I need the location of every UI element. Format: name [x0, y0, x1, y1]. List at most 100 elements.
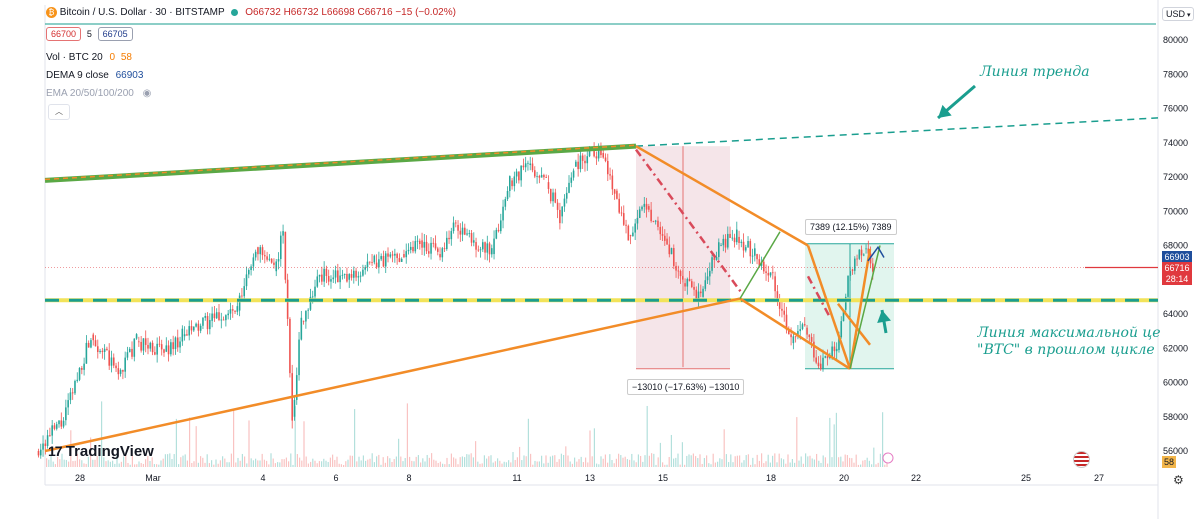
volume-bar [92, 459, 94, 467]
max-price-annotation-line2[interactable]: "BTC" в прошлом цикле [977, 342, 1155, 358]
candle-body [55, 424, 58, 429]
volume-bar [259, 460, 261, 467]
candle-body [167, 345, 170, 355]
rise-measure-label[interactable]: 7389 (12.15%) 7389 [805, 219, 897, 235]
candle-body [305, 310, 307, 322]
candle-body [323, 268, 325, 282]
candle-body [808, 334, 811, 338]
volume-bar [101, 401, 103, 467]
volume-bar [378, 454, 380, 467]
volume-bar [607, 462, 609, 467]
volume-bar [794, 462, 796, 467]
candle-body [675, 265, 677, 271]
rebound-line[interactable] [848, 248, 872, 370]
candle-body [577, 161, 579, 170]
candle-body [648, 206, 650, 210]
volume-bar [149, 460, 151, 467]
volume-bar [127, 462, 129, 467]
volume-bar [490, 455, 492, 467]
candle-body [394, 253, 396, 256]
volume-bar [266, 460, 268, 467]
volume-legend[interactable]: Vol · BTC 20 0 58 [46, 52, 132, 63]
settings-gear-icon[interactable]: ⚙ [1173, 473, 1184, 487]
volume-bar [756, 454, 758, 467]
drop-measure-label[interactable]: −13010 (−17.63%) −13010 [627, 379, 745, 395]
candle-body [543, 175, 545, 178]
candle-body [112, 357, 115, 366]
candle-body [407, 249, 410, 252]
candle-body [515, 171, 518, 177]
time-tick-label: 15 [658, 473, 668, 483]
volume-bar [307, 463, 309, 467]
volume-bar [886, 462, 888, 467]
candle-body [273, 262, 275, 265]
support-line[interactable] [44, 297, 741, 453]
tradingview-logo[interactable]: 17 TradingView [48, 443, 154, 460]
candle-body [318, 274, 321, 277]
volume-bar [455, 458, 457, 467]
candle-body [58, 420, 60, 425]
candle-body [810, 337, 813, 342]
volume-bar [576, 461, 578, 467]
volume-bar [545, 455, 547, 467]
currency-selector[interactable]: USD ▾ [1162, 7, 1195, 21]
volume-bar [703, 458, 705, 467]
candle-body [833, 346, 836, 352]
volume-bar [820, 462, 822, 467]
volume-bar [98, 455, 100, 467]
volume-bar [340, 464, 342, 467]
max-price-annotation-line1[interactable]: Линия максимальной цены [977, 325, 1160, 341]
dema-legend[interactable]: DEMA 9 close 66903 [46, 70, 143, 81]
candle-body [108, 350, 110, 366]
bar-countdown-label: 28:14 [1162, 274, 1192, 285]
lower-wedge-line[interactable] [739, 297, 851, 370]
candle-body [858, 249, 861, 259]
ask-price[interactable]: 66705 [97, 27, 133, 41]
volume-bar [257, 460, 259, 467]
volume-bar [873, 447, 875, 467]
volume-bar [90, 437, 92, 467]
volume-bar [664, 464, 666, 467]
candle-body [733, 237, 736, 243]
volume-bar [228, 462, 230, 467]
volume-bar [567, 455, 569, 467]
candle-body [117, 368, 120, 375]
volume-bar [120, 461, 122, 467]
volume-bar [631, 453, 633, 467]
volume-bar [301, 460, 303, 467]
volume-bar [580, 456, 582, 467]
candle-body [380, 256, 382, 260]
trend-line-extension[interactable] [635, 117, 1159, 147]
hidden-eye-icon[interactable]: ◉ [142, 88, 152, 99]
candle-body [579, 155, 582, 170]
volume-bar [675, 457, 677, 467]
trend-line-main[interactable] [44, 143, 637, 183]
volume-bar [598, 464, 600, 467]
volume-bar [648, 455, 650, 467]
alert-icon[interactable] [882, 452, 894, 464]
bid-price[interactable]: 66700 [46, 27, 82, 41]
inner-wedge-line[interactable] [806, 245, 852, 370]
volume-bar [323, 458, 325, 467]
candle-body [634, 223, 636, 233]
collapse-legend-button[interactable]: ︿ [48, 104, 70, 120]
resistance-line[interactable] [635, 145, 809, 247]
volume-bar [728, 462, 730, 467]
candle-body [559, 209, 561, 224]
volume-bar [380, 464, 382, 467]
symbol-legend[interactable]: ₿ Bitcoin / U.S. Dollar · 30 · BITSTAMP … [46, 7, 456, 18]
volume-bar [695, 456, 697, 467]
candle-body [439, 254, 441, 258]
candle-body [477, 249, 480, 251]
small-wedge-line[interactable] [837, 302, 871, 346]
volume-bar [783, 459, 785, 467]
candle-body [183, 334, 186, 337]
us-flag-icon[interactable] [1073, 451, 1090, 468]
candle-body [643, 203, 646, 207]
trend-line-annotation[interactable]: Линия тренда [980, 64, 1090, 80]
volume-bar [745, 455, 747, 467]
ema-legend[interactable]: EMA 20/50/100/200 ◉ [46, 88, 151, 99]
volume-bar [534, 460, 536, 467]
volume-bar [699, 454, 701, 467]
